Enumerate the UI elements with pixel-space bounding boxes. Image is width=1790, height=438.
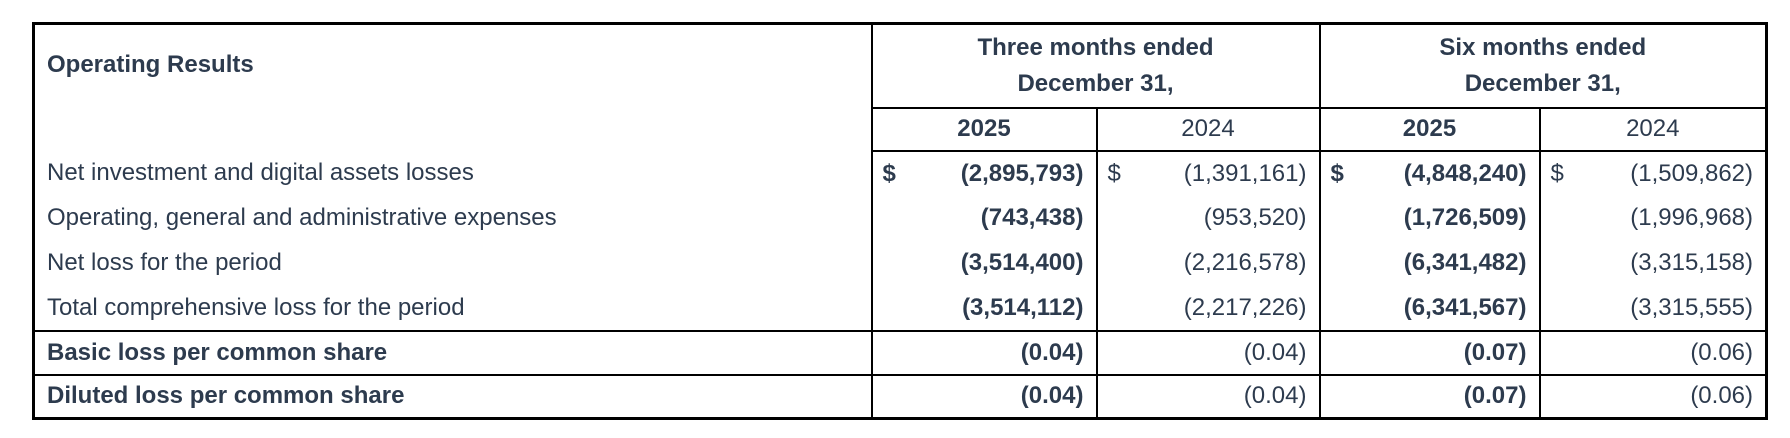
operating-results-table: Operating Results Three months ended Dec…: [32, 22, 1769, 420]
amount-cell: (3,514,112): [870, 285, 1097, 332]
amount-cell: (0.04): [1095, 330, 1320, 376]
table-row: Total comprehensive loss for the period …: [33, 285, 1767, 332]
table-row: Net investment and digital assets losses…: [34, 150, 1767, 196]
year-header-row: 2025 2024 2025 2024: [34, 107, 1767, 152]
currency-symbol: $: [1550, 159, 1564, 187]
amount-cell: (2,217,226): [1095, 285, 1320, 332]
row-label: Net investment and digital assets losses: [47, 159, 474, 186]
amount-cell: $ (4,848,240): [1318, 150, 1540, 196]
amount-cell: (3,315,555): [1538, 285, 1767, 332]
amount-value: (1,726,509): [1403, 204, 1527, 231]
amount-cell: (3,514,400): [870, 240, 1097, 286]
amount-cell: (743,438): [870, 195, 1097, 241]
amount-value: (0.06): [1690, 338, 1754, 366]
amount-cell: (0.04): [870, 374, 1097, 420]
group-header-line1: Six months ended: [1439, 33, 1647, 61]
table-title: Operating Results: [47, 51, 254, 78]
row-label: Operating, general and administrative ex…: [47, 204, 557, 231]
amount-cell: (3,315,158): [1538, 240, 1767, 286]
amount-cell: (0.06): [1538, 330, 1767, 376]
amount-value: (2,216,578): [1183, 249, 1307, 276]
amount-value: (953,520): [1203, 204, 1307, 231]
amount-value: (3,514,112): [962, 293, 1084, 321]
row-label: Diluted loss per common share: [33, 374, 872, 420]
row-label: Total comprehensive loss for the period: [33, 285, 872, 332]
amount-value: (6,341,567): [1403, 293, 1527, 321]
table-row: Net loss for the period (3,514,400) (2,2…: [34, 240, 1767, 286]
table-row: Operating, general and administrative ex…: [34, 195, 1767, 241]
amount-value: (1,391,161): [1183, 159, 1307, 187]
amount-cell: (0.04): [870, 330, 1097, 376]
group-header-line2: December 31,: [1017, 69, 1174, 97]
currency-symbol: $: [1330, 159, 1344, 187]
amount-value: (2,895,793): [960, 159, 1084, 187]
amount-value: (0.04): [1243, 338, 1307, 366]
table-row-basic-loss-per-share: Basic loss per common share (0.04) (0.04…: [33, 330, 1767, 376]
currency-symbol: $: [1107, 159, 1121, 187]
group-header-line2: December 31,: [1464, 69, 1621, 97]
amount-cell: (6,341,482): [1318, 240, 1540, 286]
amount-value: (1,996,968): [1630, 204, 1754, 231]
amount-value: (0.07): [1463, 382, 1527, 410]
amount-value: (0.04): [1020, 338, 1084, 366]
amount-cell: (6,341,567): [1318, 285, 1540, 332]
amount-value: (0.07): [1463, 338, 1527, 366]
amount-cell: (0.07): [1318, 330, 1540, 376]
amount-value: (3,315,555): [1630, 293, 1754, 321]
amount-value: (3,514,400): [960, 249, 1084, 276]
amount-cell: (0.04): [1095, 374, 1320, 420]
year-header-3m-2025: 2025: [870, 107, 1097, 152]
amount-cell: (0.07): [1318, 374, 1540, 420]
amount-cell: $ (1,391,161): [1095, 150, 1320, 196]
amount-cell: $ (1,509,862): [1538, 150, 1767, 196]
year-header-6m-2025: 2025: [1318, 107, 1540, 152]
amount-cell: (1,996,968): [1538, 195, 1767, 241]
group-header-six-months: Six months ended December 31,: [1318, 23, 1767, 109]
amount-cell: (953,520): [1095, 195, 1320, 241]
amount-value: (4,848,240): [1403, 159, 1527, 187]
amount-cell: $ (2,895,793): [870, 150, 1097, 196]
amount-value: (1,509,862): [1630, 159, 1754, 187]
amount-cell: (0.06): [1538, 374, 1767, 420]
row-label: Basic loss per common share: [33, 330, 872, 376]
row-label: Net loss for the period: [47, 249, 282, 276]
amount-cell: (1,726,509): [1318, 195, 1540, 241]
amount-value: (0.04): [1020, 382, 1084, 410]
year-header-6m-2024: 2024: [1538, 107, 1767, 152]
amount-cell: (2,216,578): [1095, 240, 1320, 286]
amount-value: (0.04): [1243, 382, 1307, 410]
amount-value: (743,438): [980, 204, 1084, 231]
group-header-line1: Three months ended: [977, 33, 1214, 61]
amount-value: (0.06): [1690, 382, 1754, 410]
amount-value: (6,341,482): [1403, 249, 1527, 276]
amount-value: (3,315,158): [1630, 249, 1754, 276]
table-row-diluted-loss-per-share: Diluted loss per common share (0.04) (0.…: [33, 374, 1767, 420]
year-header-3m-2024: 2024: [1095, 107, 1320, 152]
currency-symbol: $: [882, 159, 896, 187]
header-group-row: Operating Results Three months ended Dec…: [34, 23, 1767, 109]
amount-value: (2,217,226): [1183, 293, 1307, 321]
group-header-three-months: Three months ended December 31,: [870, 23, 1320, 109]
